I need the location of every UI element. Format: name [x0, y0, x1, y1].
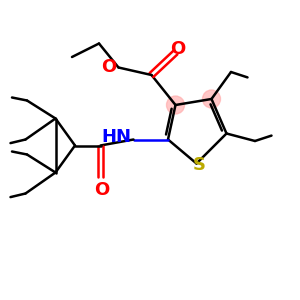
- Text: O: O: [101, 58, 116, 76]
- Text: HN: HN: [101, 128, 131, 146]
- Text: O: O: [94, 181, 110, 199]
- Text: S: S: [192, 156, 206, 174]
- Text: O: O: [170, 40, 185, 58]
- Circle shape: [202, 90, 220, 108]
- Circle shape: [167, 96, 184, 114]
